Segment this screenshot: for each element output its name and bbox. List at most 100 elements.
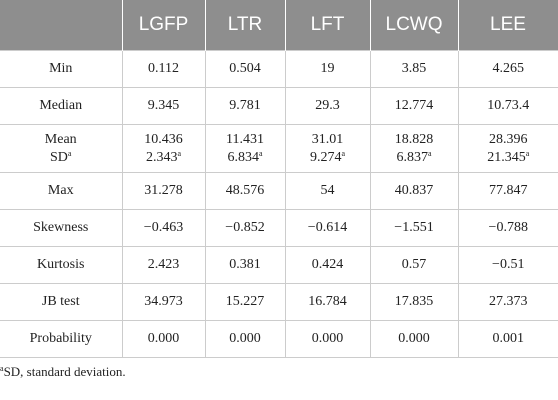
value-cell: 29.3 [284, 87, 371, 125]
sub-line: SDa [0, 149, 122, 167]
label-text: JB test [41, 294, 80, 309]
value-cell: 31.01 9.274a [284, 124, 371, 173]
cell-text: 34.973 [144, 294, 183, 309]
cell-text: 10.436 [144, 131, 183, 147]
value-cell: 0.381 [204, 246, 286, 284]
label-text: Skewness [33, 220, 89, 235]
cell-text: 4.265 [492, 61, 525, 76]
header-cell: LGFP [122, 0, 206, 51]
stats-table: LGFP LTR LFT LCWQ LEE Min 0.112 0.504 19 3.85 4.2… [0, 0, 558, 358]
value-cell: 17.835 [369, 283, 459, 321]
cell-text: 2.343 [145, 149, 178, 165]
label-text: Probability [29, 331, 92, 346]
value-cell: 0.57 [369, 246, 459, 284]
corner-cell [0, 0, 123, 51]
value-cell: 54 [284, 172, 371, 210]
cell-text: 10.73.4 [487, 98, 530, 113]
value-cell: 28.396 21.345a [457, 124, 558, 173]
cell-text: −0.788 [488, 220, 528, 235]
header-cell: LTR [205, 0, 286, 51]
cell-text: −0.463 [143, 220, 184, 235]
label-text: Kurtosis [37, 257, 85, 272]
cell-text: −0.51 [492, 257, 525, 272]
cell-text: 0.112 [148, 61, 179, 76]
table-row: Skewness −0.463 −0.852 −0.614 −1.551 −0.788 [0, 209, 558, 247]
cell-text: 12.774 [394, 98, 434, 113]
cell-text: 27.373 [489, 294, 528, 309]
value-cell: 0.424 [284, 246, 371, 284]
sub-line: 6.837a [371, 149, 458, 167]
value-cell: 9.345 [121, 87, 206, 125]
value-cell: 4.265 [457, 50, 558, 88]
superscript: a [341, 148, 346, 158]
label-text: Median [39, 98, 83, 113]
superscript: a [67, 148, 72, 158]
table-row: Probability 0.000 0.000 0.000 0.000 0.001 [0, 320, 558, 358]
superscript: a [525, 148, 530, 158]
value-cell: −0.852 [204, 209, 286, 247]
value-cell: −1.551 [369, 209, 459, 247]
cell-text: 31.01 [311, 131, 344, 147]
value-cell: 0.001 [457, 320, 558, 358]
cell-text: 28.396 [489, 131, 528, 147]
cell-text: 40.837 [394, 183, 434, 198]
cell-text: 0.000 [229, 331, 261, 346]
footnote-text: SD, standard deviation. [3, 364, 126, 379]
table-row: Median 9.345 9.781 29.3 12.774 10.73.4 [0, 87, 558, 125]
row-label: Skewness [0, 209, 123, 247]
row-label: Min [0, 50, 123, 88]
value-cell: 0.112 [121, 50, 206, 88]
label-text: Mean [44, 131, 77, 147]
row-label: Mean SDa [0, 124, 123, 173]
row-label: Probability [0, 320, 123, 358]
value-cell: 77.847 [457, 172, 558, 210]
value-cell: 0.000 [369, 320, 459, 358]
cell-text: 0.000 [311, 331, 344, 346]
value-cell: 34.973 [121, 283, 206, 321]
sub-line: 6.834a [206, 149, 285, 167]
cell-text: −0.614 [307, 220, 348, 235]
sub-line: 21.345a [459, 149, 558, 167]
cell-text: 0.000 [398, 331, 430, 346]
value-cell: −0.788 [457, 209, 558, 247]
cell-text: 0.000 [147, 331, 180, 346]
cell-text: 6.834 [227, 149, 259, 165]
sub-line: 2.343a [123, 149, 205, 167]
cell-text: 0.504 [229, 61, 261, 76]
cell-text: 9.781 [229, 98, 261, 113]
superscript: a [177, 148, 182, 158]
value-cell: 11.431 6.834a [204, 124, 286, 173]
value-cell: −0.614 [284, 209, 371, 247]
value-cell: 3.85 [369, 50, 459, 88]
cell-text: SD [50, 149, 68, 165]
superscript: a [258, 148, 263, 158]
header-row: LGFP LTR LFT LCWQ LEE [0, 0, 558, 51]
value-cell: 16.784 [284, 283, 371, 321]
footnote-mark: a [0, 364, 4, 373]
row-label: Max [0, 172, 123, 210]
cell-text: 16.784 [308, 294, 347, 309]
label-text: Max [47, 183, 74, 198]
table-row: Min 0.112 0.504 19 3.85 4.265 [0, 50, 558, 88]
header-cell: LFT [285, 0, 371, 51]
row-label: Kurtosis [0, 246, 123, 284]
cell-text: 77.847 [489, 183, 528, 198]
cell-text: 11.431 [226, 131, 264, 147]
value-cell: 2.423 [121, 246, 206, 284]
cell-text: 0.001 [492, 331, 525, 346]
table-row: JB test 34.973 15.227 16.784 17.835 27.373 [0, 283, 558, 321]
cell-text: 3.85 [401, 61, 427, 76]
value-cell: 0.000 [204, 320, 286, 358]
row-label: JB test [0, 283, 123, 321]
cell-text: −1.551 [394, 220, 434, 235]
footnote: aSD, standard deviation. [0, 364, 558, 380]
row-label: Median [0, 87, 123, 125]
value-cell: −0.463 [121, 209, 206, 247]
cell-text: 15.227 [225, 294, 265, 309]
cell-text: 9.345 [147, 98, 180, 113]
value-cell: 0.000 [121, 320, 206, 358]
cell-text: 48.576 [225, 183, 265, 198]
value-cell: 27.373 [457, 283, 558, 321]
cell-text: 2.423 [147, 257, 180, 272]
